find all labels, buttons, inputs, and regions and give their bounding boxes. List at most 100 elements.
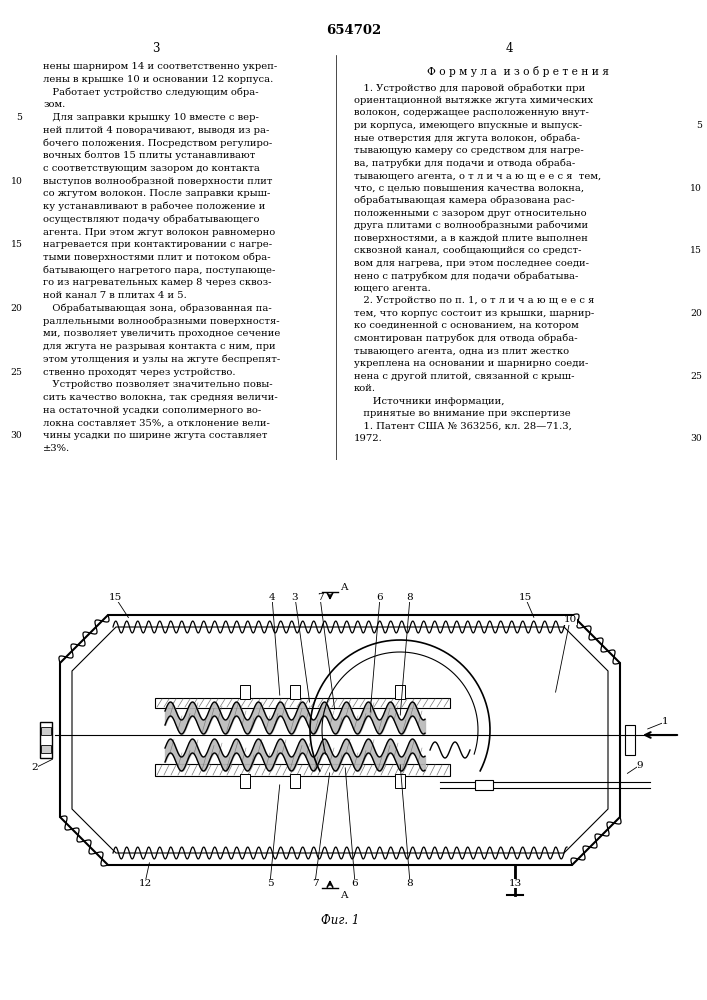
Bar [395,685,405,699]
Text: бочего положения. Посредством регулиро-: бочего положения. Посредством регулиро- [43,138,273,148]
Text: Устройство позволяет значительно повы-: Устройство позволяет значительно повы- [43,380,273,389]
Text: с соответствующим зазором до контакта: с соответствующим зазором до контакта [43,164,260,173]
Text: 15: 15 [11,240,23,249]
Text: нена с другой плитой, связанной с крыш-: нена с другой плитой, связанной с крыш- [354,372,574,381]
Text: сить качество волокна, так средняя величи-: сить качество волокна, так средняя велич… [43,393,278,402]
Text: ку устанавливают в рабочее положение и: ку устанавливают в рабочее положение и [43,202,266,211]
Text: ющего агента.: ющего агента. [354,284,431,293]
Text: чины усадки по ширине жгута составляет: чины усадки по ширине жгута составляет [43,431,268,440]
Text: смонтирован патрубок для отвода обраба-: смонтирован патрубок для отвода обраба- [354,334,577,343]
Text: батывающего нагретого пара, поступающе-: батывающего нагретого пара, поступающе- [43,265,276,275]
Text: ственно проходят через устройство.: ственно проходят через устройство. [43,368,236,377]
Text: 2. Устройство по п. 1, о т л и ч а ю щ е е с я: 2. Устройство по п. 1, о т л и ч а ю щ е… [354,296,594,305]
Bar [40,722,52,758]
Bar [395,774,405,788]
Text: вом для нагрева, при этом последнее соеди-: вом для нагрева, при этом последнее соед… [354,259,588,268]
Text: Обрабатывающая зона, образованная па-: Обрабатывающая зона, образованная па- [43,304,272,313]
Text: раллельными волнообразными поверхностя-: раллельными волнообразными поверхностя- [43,316,280,326]
Text: выступов волнообразной поверхности плит: выступов волнообразной поверхности плит [43,176,273,186]
Text: тем, что корпус состоит из крышки, шарнир-: тем, что корпус состоит из крышки, шарни… [354,309,594,318]
Text: 4: 4 [506,42,513,55]
Text: Работает устройство следующим обра-: Работает устройство следующим обра- [43,87,259,97]
Text: кой.: кой. [354,384,375,393]
Text: 5: 5 [696,121,702,130]
Text: 8: 8 [407,592,414,601]
Text: Для заправки крышку 10 вместе с вер-: Для заправки крышку 10 вместе с вер- [43,113,259,122]
Text: 30: 30 [690,434,702,443]
Text: нены шарниром 14 и соответственно укреп-: нены шарниром 14 и соответственно укреп- [43,62,278,71]
Text: 20: 20 [690,309,702,318]
Text: 9: 9 [637,760,643,770]
Text: 20: 20 [11,304,23,313]
Text: лены в крышке 10 и основании 12 корпуса.: лены в крышке 10 и основании 12 корпуса. [43,75,274,84]
Text: 13: 13 [508,879,522,888]
Text: 5: 5 [267,879,274,888]
Text: 1972.: 1972. [354,434,382,443]
Text: 7: 7 [312,879,318,888]
Text: ко соединенной с основанием, на котором: ко соединенной с основанием, на котором [354,321,578,330]
Text: поверхностями, а в каждой плите выполнен: поверхностями, а в каждой плите выполнен [354,234,588,243]
Text: го из нагревательных камер 8 через сквоз-: го из нагревательных камер 8 через сквоз… [43,278,271,287]
Text: 7: 7 [317,592,323,601]
Text: 10: 10 [690,184,702,193]
Text: тывающую камеру со средством для нагре-: тывающую камеру со средством для нагре- [354,146,583,155]
Bar [475,780,493,790]
Text: локна составляет 35%, а отклонение вели-: локна составляет 35%, а отклонение вели- [43,419,270,428]
Text: тывающего агента, одна из плит жестко: тывающего агента, одна из плит жестко [354,346,568,355]
Text: укреплена на основании и шарнирно соеди-: укреплена на основании и шарнирно соеди- [354,359,588,368]
Text: 12: 12 [139,879,151,888]
Text: 6: 6 [351,879,358,888]
Text: Источники информации,: Источники информации, [354,397,504,406]
Bar [290,774,300,788]
Text: ±3%.: ±3%. [43,444,71,453]
Text: сквозной канал, сообщающийся со средст-: сквозной канал, сообщающийся со средст- [354,246,581,255]
Text: 10: 10 [563,615,577,624]
Text: 15: 15 [690,246,702,255]
Text: 30: 30 [11,431,23,440]
Text: A: A [340,890,348,900]
Text: Ф о р м у л а  и з о б р е т е н и я: Ф о р м у л а и з о б р е т е н и я [427,66,609,77]
Text: нено с патрубком для подачи обрабатыва-: нено с патрубком для подачи обрабатыва- [354,271,578,281]
Bar [155,698,450,708]
Text: осуществляют подачу обрабатывающего: осуществляют подачу обрабатывающего [43,215,259,224]
Text: 1. Устройство для паровой обработки при: 1. Устройство для паровой обработки при [354,83,585,93]
Text: ми, позволяет увеличить проходное сечение: ми, позволяет увеличить проходное сечени… [43,329,281,338]
Bar [240,685,250,699]
Text: 5: 5 [16,113,23,122]
Text: принятые во внимание при экспертизе: принятые во внимание при экспертизе [354,409,571,418]
Text: 25: 25 [690,372,702,381]
Text: 6: 6 [377,592,383,601]
Text: вочных болтов 15 плиты устанавливают: вочных болтов 15 плиты устанавливают [43,151,256,160]
Text: 25: 25 [11,368,23,377]
Text: 15: 15 [108,592,122,601]
Text: Фиг. 1: Фиг. 1 [321,914,359,926]
Text: ориентационной вытяжке жгута химических: ориентационной вытяжке жгута химических [354,96,592,105]
Text: 8: 8 [407,879,414,888]
Text: обрабатывающая камера образована рас-: обрабатывающая камера образована рас- [354,196,574,205]
Text: 2: 2 [32,764,38,772]
Bar [290,685,300,699]
Text: ной канал 7 в плитах 4 и 5.: ной канал 7 в плитах 4 и 5. [43,291,187,300]
Text: 1. Патент США № 363256, кл. 28—71.3,: 1. Патент США № 363256, кл. 28—71.3, [354,422,571,431]
Text: 654702: 654702 [326,23,381,36]
Text: зом.: зом. [43,100,66,109]
Text: для жгута не разрывая контакта с ним, при: для жгута не разрывая контакта с ним, пр… [43,342,276,351]
Text: этом утолщения и узлы на жгуте беспрепят-: этом утолщения и узлы на жгуте беспрепят… [43,355,281,364]
Text: друга плитами с волнообразными рабочими: друга плитами с волнообразными рабочими [354,221,588,230]
Text: со жгутом волокон. После заправки крыш-: со жгутом волокон. После заправки крыш- [43,189,271,198]
Bar [41,727,51,735]
Text: нагревается при контактировании с нагре-: нагревается при контактировании с нагре- [43,240,272,249]
Text: A: A [340,582,348,591]
Text: 3: 3 [152,42,159,55]
Text: ные отверстия для жгута волокон, обраба-: ные отверстия для жгута волокон, обраба- [354,133,580,143]
Text: тыми поверхностями плит и потоком обра-: тыми поверхностями плит и потоком обра- [43,253,271,262]
Bar [625,725,635,755]
Bar [240,774,250,788]
Text: 3: 3 [292,592,298,601]
Text: агента. При этом жгут волокон равномерно: агента. При этом жгут волокон равномерно [43,228,276,237]
Text: 15: 15 [518,592,532,601]
Bar [41,745,51,753]
Text: что, с целью повышения качества волокна,: что, с целью повышения качества волокна, [354,184,583,193]
Text: на остаточной усадки сополимерного во-: на остаточной усадки сополимерного во- [43,406,262,415]
Text: 1: 1 [662,718,668,726]
